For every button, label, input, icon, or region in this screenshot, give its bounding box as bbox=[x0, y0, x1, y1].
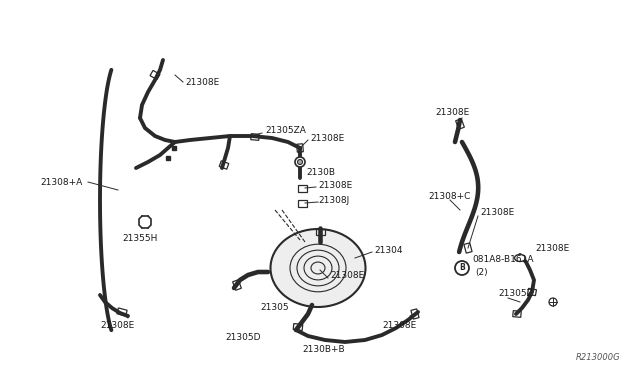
Text: 21308+C: 21308+C bbox=[428, 192, 470, 201]
Text: 21308+A: 21308+A bbox=[40, 177, 83, 186]
Text: 21308E: 21308E bbox=[100, 321, 134, 330]
Text: B: B bbox=[459, 263, 465, 273]
Bar bbox=[298, 185, 307, 192]
Bar bbox=[233, 280, 241, 290]
Circle shape bbox=[455, 261, 469, 275]
Bar bbox=[464, 243, 472, 253]
Text: 21308E: 21308E bbox=[318, 180, 352, 189]
Bar bbox=[513, 311, 521, 317]
Text: 21355H: 21355H bbox=[122, 234, 157, 243]
Text: 2130B: 2130B bbox=[306, 167, 335, 176]
Text: 21308E: 21308E bbox=[480, 208, 515, 217]
Bar bbox=[456, 119, 465, 129]
Text: 081A8-B161A: 081A8-B161A bbox=[472, 256, 534, 264]
Text: 21305ZA: 21305ZA bbox=[265, 125, 306, 135]
Bar bbox=[297, 144, 303, 152]
Bar bbox=[150, 70, 160, 80]
Bar bbox=[298, 199, 307, 206]
Bar bbox=[117, 308, 127, 316]
Bar bbox=[293, 324, 303, 330]
Text: 21305D: 21305D bbox=[225, 334, 260, 343]
Circle shape bbox=[295, 157, 305, 167]
Ellipse shape bbox=[515, 254, 525, 262]
Bar bbox=[251, 134, 259, 140]
Bar bbox=[411, 309, 419, 319]
Text: 21308E: 21308E bbox=[435, 108, 469, 116]
Bar bbox=[527, 288, 536, 296]
Text: 21308E: 21308E bbox=[185, 77, 220, 87]
Bar bbox=[220, 161, 228, 169]
Text: 21308E: 21308E bbox=[535, 244, 569, 253]
Text: 21308E: 21308E bbox=[330, 272, 364, 280]
Circle shape bbox=[549, 298, 557, 306]
Text: 21304: 21304 bbox=[374, 246, 403, 254]
Text: 2130B+B: 2130B+B bbox=[302, 346, 344, 355]
Text: 21305Z: 21305Z bbox=[498, 289, 532, 298]
Text: R213000G: R213000G bbox=[575, 353, 620, 362]
Ellipse shape bbox=[271, 229, 365, 307]
Text: 21305: 21305 bbox=[260, 304, 289, 312]
Text: 21308E: 21308E bbox=[310, 134, 344, 142]
Text: 21308E: 21308E bbox=[382, 321, 416, 330]
Text: 21308J: 21308J bbox=[318, 196, 349, 205]
Text: (2): (2) bbox=[475, 267, 488, 276]
Bar bbox=[316, 229, 324, 235]
Circle shape bbox=[298, 160, 303, 164]
